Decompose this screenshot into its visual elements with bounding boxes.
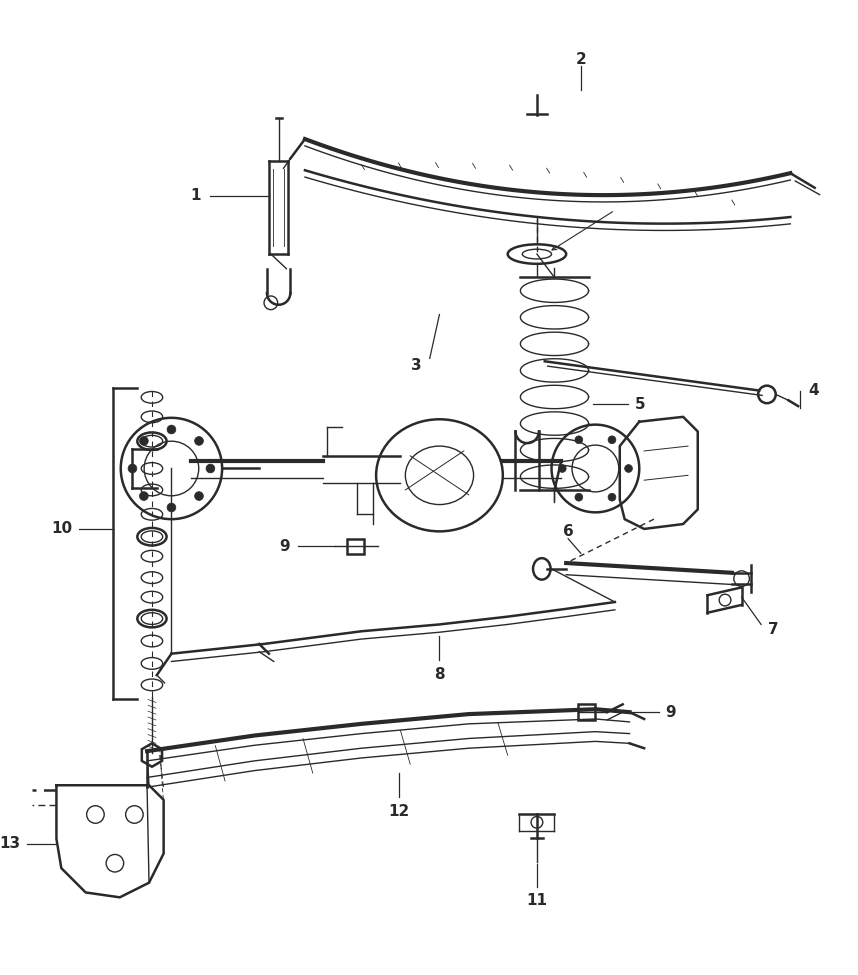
Circle shape (608, 493, 616, 501)
Circle shape (559, 465, 566, 473)
Circle shape (575, 436, 583, 444)
Circle shape (167, 503, 176, 512)
Text: 6: 6 (563, 525, 573, 539)
Circle shape (195, 491, 203, 500)
Circle shape (128, 464, 136, 473)
Circle shape (140, 437, 148, 446)
Text: 9: 9 (280, 539, 290, 554)
Circle shape (167, 425, 176, 434)
Text: 10: 10 (51, 522, 72, 536)
Text: 8: 8 (434, 667, 444, 682)
Text: 2: 2 (576, 52, 586, 66)
Text: 5: 5 (634, 397, 645, 411)
Text: 13: 13 (0, 837, 21, 851)
Text: 7: 7 (768, 622, 778, 637)
Circle shape (195, 437, 203, 446)
Circle shape (206, 464, 214, 473)
Text: 3: 3 (411, 358, 422, 372)
Circle shape (140, 491, 148, 500)
Circle shape (625, 465, 632, 473)
Text: 12: 12 (388, 803, 409, 819)
Text: 11: 11 (527, 893, 547, 909)
Text: 1: 1 (190, 188, 201, 203)
Text: 4: 4 (808, 383, 819, 398)
Circle shape (575, 493, 583, 501)
Text: 9: 9 (666, 705, 676, 720)
Circle shape (608, 436, 616, 444)
